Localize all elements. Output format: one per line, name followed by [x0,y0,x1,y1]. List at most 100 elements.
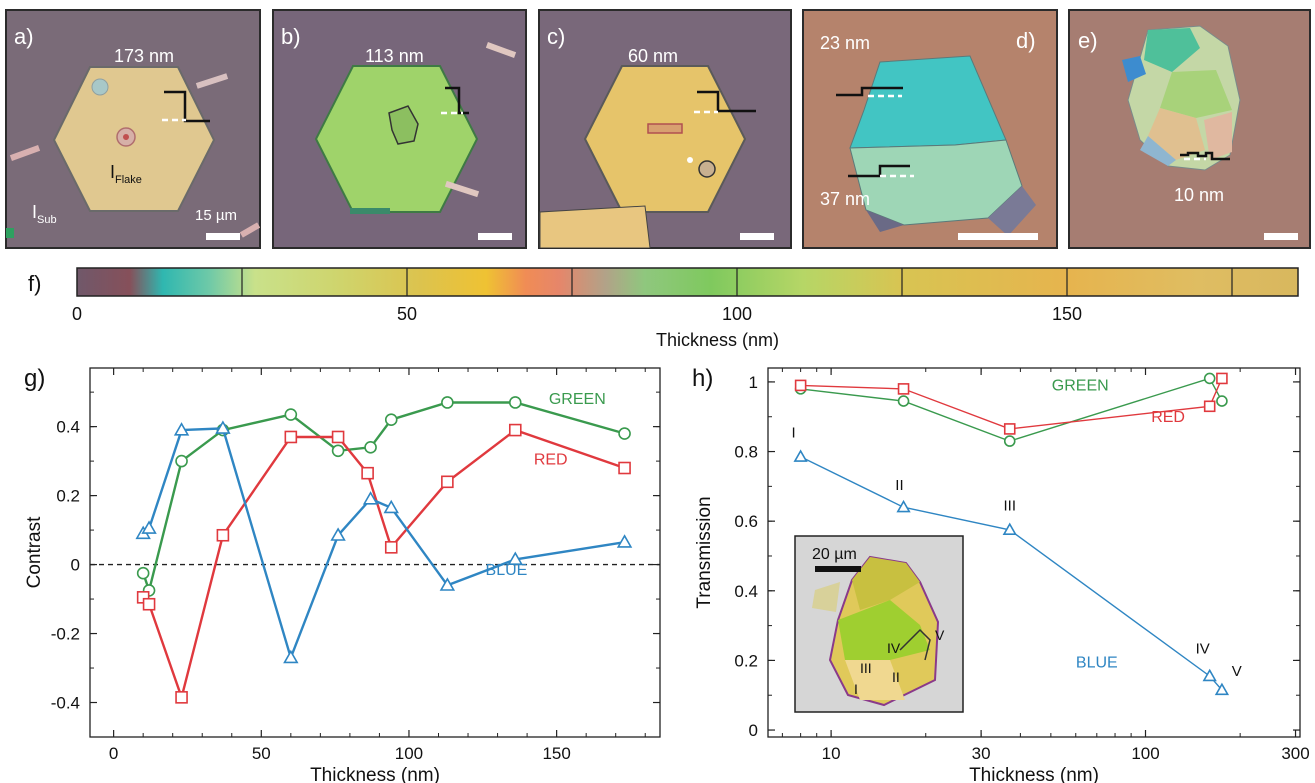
height-profile-a [164,90,210,123]
x-tick-label: 10 [822,744,841,763]
i-flake-label: IFlake [110,162,142,186]
micrograph-e: e) 10 nm [1068,9,1311,249]
point-red [1216,372,1228,385]
micrograph-c: c) 60 nm [538,9,792,249]
panel-label-c: c) [547,24,565,49]
point-green [284,408,298,421]
panel-label-a: a) [14,24,34,49]
y-tick-label: -0.2 [51,625,80,644]
y-tick-label: 0.6 [734,512,758,531]
x-tick-label: 100 [395,744,423,763]
point-green [136,566,150,580]
micrograph-b: b) 113 nm [272,9,527,249]
y-tick-label: 0.8 [734,443,758,462]
point-red [361,466,374,480]
series-label-green: GREEN [549,391,606,408]
thickness-label-d-bottom: 37 nm [820,189,870,209]
colorbar-tick-label: 100 [722,304,752,324]
point-red [331,430,345,444]
point-blue [793,449,808,462]
x-tick-label: 150 [542,744,570,763]
point-red [1203,400,1216,413]
point-blue [215,420,231,434]
point-blue [616,534,633,548]
point-label-V: V [1232,663,1242,680]
height-profile-d-bottom [848,164,910,178]
point-green [331,444,345,458]
height-profile-e [1180,151,1230,161]
point-red [1003,423,1016,435]
height-profile-b [445,86,469,115]
y-tick-label: 0.2 [56,487,80,506]
y-axis-title: Contrast [24,516,45,589]
point-blue [283,649,299,664]
inset-region-II: II [892,669,900,685]
series-label-green: GREEN [1052,378,1109,395]
inset-region-I: I [854,681,858,697]
scale-label-a: 15 µm [195,207,237,224]
point-red [175,691,188,704]
point-green [441,396,454,409]
y-tick-label: -0.4 [51,694,80,713]
x-tick-label: 100 [1131,744,1159,763]
colorbar-tick-label: 50 [397,304,417,324]
scale-bar-a [206,233,240,240]
panel-label-f: f) [28,271,41,296]
series-label-red: RED [1151,409,1185,426]
scale-bar-b [478,233,512,240]
point-blue [507,551,523,565]
colorbar-tick-label: 0 [72,304,82,324]
height-profile-c [697,90,756,113]
point-red [794,379,807,392]
series-label-blue: BLUE [486,562,528,579]
thickness-label-c: 60 nm [628,46,678,66]
x-tick-label: 30 [972,744,991,763]
point-green [1203,372,1216,385]
panel-label-b: b) [281,24,301,49]
thickness-label-d-top: 23 nm [820,33,870,53]
series-line-red [142,428,625,702]
y-axis-title: Transmission [694,496,715,608]
inset-scale-label: 20 µm [812,546,857,563]
point-green [384,413,398,427]
point-label-III: III [1003,498,1016,515]
inset-region-V: V [935,627,945,643]
x-axis-title: Thickness (nm) [310,765,440,783]
panel-label-h: h) [692,365,713,392]
plot-frame [89,367,661,738]
panel-label-g: g) [24,365,45,392]
contrast-chart: 0 50 100 150 -0.4 -0.2 0 0.2 0.4 GREEN RED BLUE Thic… [24,365,661,783]
colorbar-axis-title: Thickness (nm) [656,330,779,350]
point-blue [1002,522,1017,535]
y-tick-label: 0.2 [734,651,758,670]
colorbar-f: 0 50 100 150 f) Thickness (nm) [28,267,1299,350]
point-green [1216,395,1228,407]
point-green [364,441,377,454]
inset-region-III: III [860,660,872,676]
point-green [508,396,522,409]
point-blue [383,499,399,514]
colorbar-gradient [76,267,1299,297]
point-red [384,541,398,554]
micrograph-d: 23 nm 37 nm d) [802,9,1058,249]
point-label-I: I [792,425,796,442]
series-label-red: RED [534,452,568,469]
i-sub-label: ISub [32,202,57,226]
y-tick-label: 0.4 [734,582,758,601]
thickness-label-a: 173 nm [114,46,174,66]
inset-region-IV: IV [887,640,901,656]
point-green [1003,435,1016,447]
point-red [216,528,230,542]
micrograph-a: a) 173 nm IFlake ISub 15 µm [5,9,261,249]
point-blue [439,577,456,591]
point-red [508,423,522,437]
point-red [618,461,631,475]
point-blue [896,499,911,513]
thickness-label-e: 10 nm [1174,185,1224,205]
point-label-II: II [895,477,903,494]
x-tick-label: 300 [1281,744,1309,763]
point-green [618,427,631,440]
point-green [897,395,910,407]
series-label-blue: BLUE [1076,654,1118,671]
